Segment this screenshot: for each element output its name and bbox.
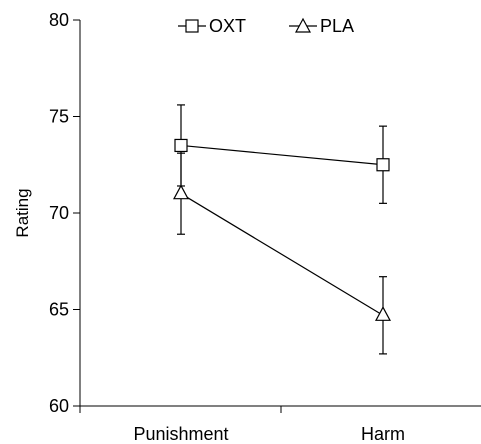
legend-marker: [294, 17, 312, 33]
data-point: [376, 158, 390, 172]
legend: OXT PLA: [178, 16, 354, 36]
data-point: [174, 138, 188, 153]
series-line: [180, 144, 384, 166]
legend-label: OXT: [209, 16, 246, 36]
legend-item-pla: PLA: [289, 16, 354, 36]
data-point: [172, 184, 190, 200]
legend-marker: [185, 19, 199, 33]
legend-label: PLA: [320, 16, 354, 36]
series-oxt: [174, 104, 390, 204]
legend-item-oxt: OXT: [178, 16, 246, 36]
series-line: [180, 193, 384, 316]
axes: 60 65 70 75 80 Punishment Harm Rating: [13, 10, 481, 444]
y-tick-label: 65: [49, 300, 69, 320]
y-tick-label: 70: [49, 203, 69, 223]
series-pla: [172, 152, 392, 355]
y-tick-label: 60: [49, 396, 69, 416]
y-tick-label: 75: [49, 107, 69, 127]
y-axis-label: Rating: [13, 188, 32, 237]
series-layer: [172, 104, 392, 355]
y-tick-label: 80: [49, 10, 69, 30]
data-point: [374, 306, 392, 321]
x-tick-label: Punishment: [133, 424, 228, 444]
x-tick-label: Harm: [361, 424, 405, 444]
